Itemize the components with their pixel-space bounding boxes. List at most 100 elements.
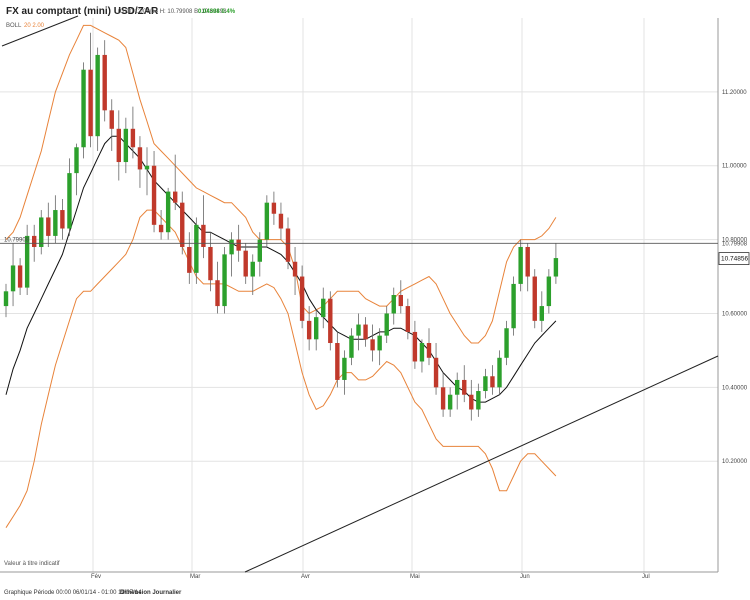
candle-body — [426, 343, 432, 358]
candle-body — [469, 394, 474, 410]
candle-body — [67, 173, 72, 229]
price-change: 0.04398 0.4% — [198, 9, 236, 15]
candle-body — [391, 295, 396, 314]
candle-body — [511, 283, 516, 329]
candle-body — [447, 394, 453, 410]
candle-body — [476, 391, 481, 410]
candle-body — [74, 147, 79, 174]
candle-body — [201, 224, 206, 247]
disclaimer: Valeur à titre indicatif — [4, 561, 60, 567]
candle-body — [243, 250, 248, 277]
candle-body — [440, 387, 446, 410]
y-tick-label: 10.60000 — [722, 311, 748, 317]
x-tick-label: Fév — [91, 574, 101, 580]
candle-body — [236, 239, 241, 251]
candle-body — [109, 110, 114, 129]
candle-body — [419, 343, 425, 362]
candle-body — [102, 54, 107, 111]
candle-body — [151, 165, 157, 225]
candle-body — [53, 210, 58, 236]
y-tick-label: 10.80000 — [722, 238, 748, 244]
candle-body — [546, 276, 552, 307]
candle-body — [60, 210, 65, 229]
x-tick-label: Mai — [410, 574, 420, 580]
candle-body — [349, 335, 354, 358]
candle-body — [271, 202, 277, 214]
candle-body — [299, 276, 305, 321]
candle-body — [250, 261, 255, 277]
candle-body — [215, 280, 220, 307]
candle-body — [363, 324, 368, 340]
candle-body — [314, 317, 319, 340]
candle-body — [433, 357, 439, 388]
period-info: Graphique Période 00:00 06/01/14 - 01:00… — [4, 590, 142, 596]
candle-body — [356, 324, 361, 336]
candle-body — [405, 306, 411, 332]
candle-body — [412, 331, 418, 362]
candle-body — [32, 235, 37, 247]
candle-body — [222, 254, 227, 307]
dimension-info: Dimension Journalier — [120, 590, 182, 596]
overlay: 10.79908 10.79908 10.74856 — [0, 15, 750, 573]
candle-body — [187, 246, 192, 273]
last-price-label: 10.74856 — [721, 256, 748, 263]
candle-body — [39, 217, 44, 247]
candle-body — [229, 239, 234, 255]
candle-body — [553, 258, 559, 277]
candle-body — [398, 295, 403, 307]
chart-title: FX au comptant (mini) USD/ZAR — [6, 6, 159, 17]
trend-line-upper — [1, 15, 79, 47]
candle-body — [10, 265, 16, 292]
y-tick-label: 10.20000 — [722, 459, 748, 465]
candle-body — [95, 54, 100, 137]
candle-body — [292, 261, 298, 277]
lower-band-line — [5, 209, 557, 528]
x-tick-label: Mar — [190, 574, 200, 580]
candle-body — [455, 379, 460, 395]
candle-body — [144, 165, 150, 170]
candle-body — [194, 224, 199, 273]
candle-body — [208, 246, 213, 281]
candle-body — [342, 357, 347, 380]
candlesticks — [3, 32, 559, 421]
candle-body — [285, 228, 291, 262]
indicator-name: BOLL — [6, 23, 22, 29]
candle-body — [3, 291, 9, 307]
candle-body — [483, 376, 488, 392]
x-tick-label: Jul — [642, 574, 650, 580]
candle-body — [278, 213, 284, 229]
candle-body — [532, 276, 537, 321]
y-tick-label: 11.20000 — [722, 90, 747, 96]
candle-body — [328, 298, 333, 344]
candle-body — [123, 128, 129, 163]
candle-body — [257, 239, 262, 262]
candle-body — [46, 217, 51, 236]
candle-body — [158, 224, 164, 233]
candle-body — [462, 379, 467, 395]
candle-body — [497, 357, 502, 388]
candle-body — [81, 69, 86, 148]
candle-body — [17, 265, 23, 288]
candle-body — [539, 306, 544, 321]
candle-body — [377, 335, 382, 351]
candle-body — [130, 128, 136, 148]
x-tick-label: Jun — [520, 574, 530, 580]
y-tick-label: 11.00000 — [722, 164, 747, 170]
reference-line-axis-label: 10.79908 — [722, 241, 748, 247]
candle-body — [335, 343, 340, 380]
x-tick-label: Avr — [301, 574, 310, 580]
candle-body — [306, 320, 312, 340]
candle-body — [24, 235, 30, 288]
candle-body — [490, 376, 495, 388]
last-price-box — [718, 252, 750, 265]
candle-body — [116, 128, 121, 163]
candle-body — [518, 246, 523, 284]
candle-body — [137, 147, 143, 170]
candle-body — [525, 246, 530, 277]
candle-body — [165, 191, 171, 233]
candle-body — [384, 313, 389, 336]
candle-body — [264, 202, 270, 240]
candle-body — [370, 339, 375, 351]
